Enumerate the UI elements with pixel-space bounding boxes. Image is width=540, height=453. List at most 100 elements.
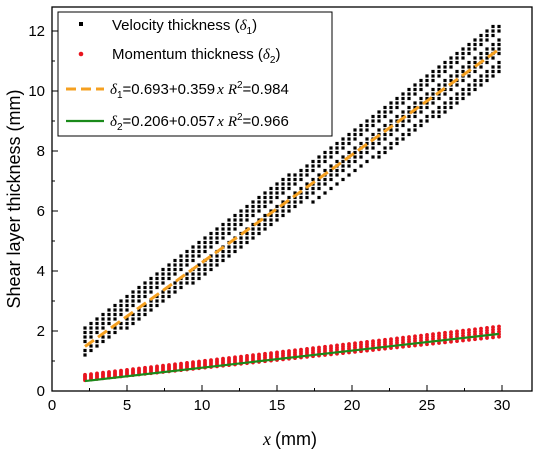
velocity-point xyxy=(89,326,93,330)
velocity-point xyxy=(371,146,375,150)
velocity-point xyxy=(461,47,465,51)
momentum-point xyxy=(257,352,261,357)
velocity-point xyxy=(479,56,483,60)
velocity-point xyxy=(107,308,111,312)
velocity-point xyxy=(491,24,495,29)
x-tick-label: 10 xyxy=(194,397,211,414)
velocity-point xyxy=(119,303,123,308)
velocity-point xyxy=(239,245,243,249)
velocity-point xyxy=(155,285,159,290)
velocity-point xyxy=(251,222,255,227)
momentum-point xyxy=(251,353,255,358)
velocity-point xyxy=(431,78,435,83)
velocity-point xyxy=(461,87,465,92)
y-tick-label: 8 xyxy=(37,143,45,160)
velocity-point xyxy=(383,110,387,114)
velocity-point xyxy=(251,213,255,218)
velocity-point xyxy=(149,276,153,281)
velocity-point xyxy=(395,105,399,110)
velocity-point xyxy=(257,204,261,209)
velocity-point xyxy=(149,308,153,312)
velocity-point xyxy=(419,110,423,114)
velocity-point xyxy=(443,105,447,110)
velocity-point xyxy=(113,308,117,312)
velocity-point xyxy=(125,326,129,330)
velocity-point xyxy=(353,159,357,164)
velocity-point xyxy=(305,164,309,168)
momentum-point xyxy=(383,337,387,342)
velocity-point xyxy=(305,191,309,195)
velocity-point xyxy=(485,74,489,78)
velocity-point xyxy=(161,281,165,285)
fit-line-momentum xyxy=(84,332,500,383)
velocity-point xyxy=(455,83,459,87)
velocity-point xyxy=(131,299,135,303)
velocity-point xyxy=(491,69,495,74)
velocity-point xyxy=(419,96,423,101)
velocity-point xyxy=(197,254,201,258)
velocity-point xyxy=(491,33,495,38)
velocity-point xyxy=(263,191,267,195)
velocity-point xyxy=(191,272,195,276)
velocity-point xyxy=(251,209,255,213)
momentum-point xyxy=(281,349,285,354)
velocity-point xyxy=(269,209,273,213)
velocity-point xyxy=(311,164,315,168)
velocity-point xyxy=(473,65,477,69)
velocity-point xyxy=(443,69,447,74)
velocity-point xyxy=(167,272,171,276)
momentum-point xyxy=(239,354,243,359)
velocity-point xyxy=(137,317,141,321)
velocity-point xyxy=(365,123,369,128)
velocity-point xyxy=(467,74,471,78)
velocity-point xyxy=(419,119,423,123)
velocity-point xyxy=(437,69,441,74)
velocity-point xyxy=(131,294,135,299)
velocity-point xyxy=(197,276,201,281)
velocity-point xyxy=(377,155,381,159)
velocity-point xyxy=(401,96,405,101)
momentum-point xyxy=(233,355,237,360)
velocity-point xyxy=(437,65,441,69)
velocity-point xyxy=(317,195,321,200)
velocity-point xyxy=(209,258,213,263)
momentum-point xyxy=(401,335,405,340)
velocity-point xyxy=(149,281,153,285)
velocity-point xyxy=(419,101,423,105)
velocity-point xyxy=(179,254,183,258)
velocity-point xyxy=(143,285,147,290)
momentum-point xyxy=(335,343,339,348)
velocity-point xyxy=(101,339,105,344)
velocity-point xyxy=(113,312,117,317)
velocity-point xyxy=(413,101,417,105)
velocity-point xyxy=(425,74,429,78)
velocity-point xyxy=(335,182,339,186)
velocity-point xyxy=(347,164,351,168)
velocity-point xyxy=(467,87,471,92)
velocity-point xyxy=(473,83,477,87)
velocity-point xyxy=(125,308,129,312)
velocity-point xyxy=(293,191,297,195)
velocity-point xyxy=(245,209,249,213)
momentum-point xyxy=(305,347,309,351)
velocity-point xyxy=(185,249,189,254)
velocity-point xyxy=(143,281,147,285)
velocity-point xyxy=(467,51,471,56)
momentum-point xyxy=(479,326,483,331)
velocity-point xyxy=(419,123,423,128)
velocity-point xyxy=(311,168,315,173)
velocity-point xyxy=(479,38,483,42)
velocity-point xyxy=(455,101,459,105)
velocity-point xyxy=(377,141,381,146)
velocity-point xyxy=(317,177,321,182)
velocity-point xyxy=(293,182,297,186)
velocity-point xyxy=(95,321,99,326)
velocity-point xyxy=(455,92,459,96)
velocity-point xyxy=(167,294,171,299)
velocity-point xyxy=(275,209,279,213)
velocity-point xyxy=(401,92,405,96)
velocity-point xyxy=(191,276,195,281)
velocity-point xyxy=(263,200,267,204)
velocity-point xyxy=(173,258,177,263)
velocity-point xyxy=(95,317,99,321)
